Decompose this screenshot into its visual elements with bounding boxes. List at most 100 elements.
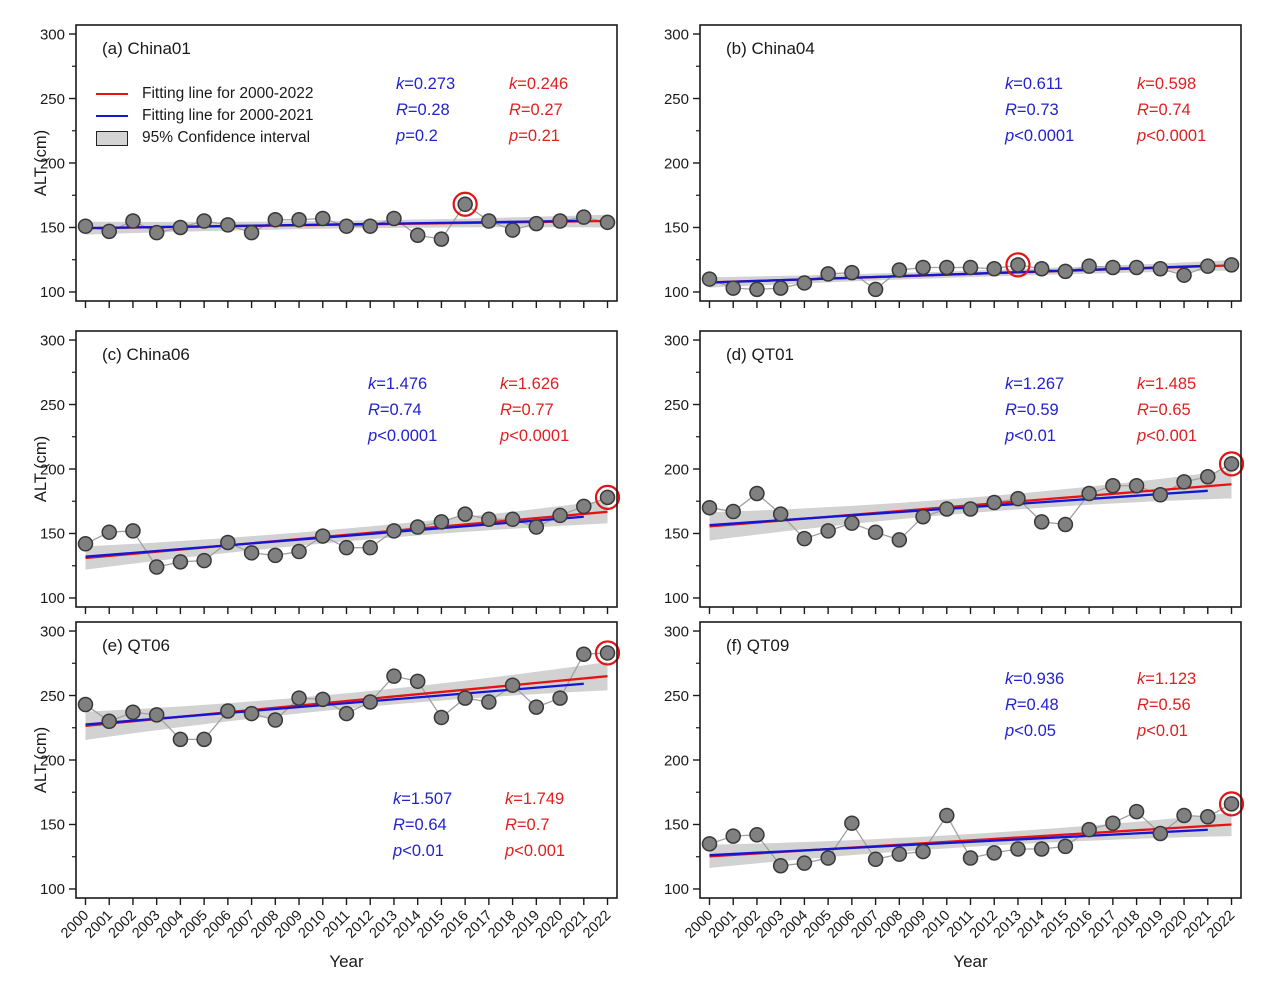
y-tick-label: 300 bbox=[40, 332, 65, 349]
data-point bbox=[386, 668, 402, 684]
data-point bbox=[1033, 514, 1050, 530]
data-point bbox=[1105, 815, 1121, 831]
stat-p: p=0.2 bbox=[396, 127, 438, 145]
stat-p: p<0.0001 bbox=[1005, 127, 1075, 145]
data-point bbox=[1200, 258, 1216, 274]
data-point bbox=[701, 499, 718, 516]
data-point bbox=[1081, 258, 1097, 274]
data-point bbox=[243, 545, 260, 561]
plot-area: 100 150 200 250 300 bbox=[40, 24, 618, 308]
data-point bbox=[291, 690, 307, 706]
data-point bbox=[962, 850, 979, 866]
data-point bbox=[362, 694, 378, 710]
y-axis-title: ALT (cm) bbox=[32, 129, 50, 197]
stat-p: p<0.01 bbox=[393, 842, 444, 860]
stat-k: k=0.611 bbox=[1005, 75, 1063, 93]
stat-k: k=0.936 bbox=[1005, 670, 1065, 688]
data-point bbox=[481, 511, 497, 528]
panel-title: (e) QT06 bbox=[102, 636, 171, 655]
plot-area: 100 150 200 250 300 bbox=[40, 330, 621, 614]
data-point bbox=[409, 519, 426, 535]
y-tick-label: 100 bbox=[40, 590, 65, 607]
data-point bbox=[552, 690, 568, 706]
data-point bbox=[433, 709, 450, 726]
x-axis-title: Year bbox=[953, 952, 988, 971]
data-point bbox=[362, 539, 378, 556]
stat-R: R=0.7 bbox=[505, 816, 550, 834]
stat-R: R=0.74 bbox=[1137, 101, 1191, 119]
data-point bbox=[962, 259, 979, 276]
data-point bbox=[1223, 796, 1240, 812]
stat-p: p<0.001 bbox=[505, 842, 566, 860]
stat-p: p<0.05 bbox=[1005, 722, 1056, 740]
panel-c: 100 150 200 250 300 (c) China06 k=1.476 R=0.… bbox=[40, 330, 621, 614]
data-point bbox=[338, 218, 355, 234]
data-point bbox=[796, 530, 813, 547]
y-tick-label: 200 bbox=[40, 155, 65, 172]
stat-R: R=0.56 bbox=[1137, 696, 1191, 714]
fit-line-2000-2021 bbox=[85, 682, 584, 726]
plot-area: 1001502002503002000200120022003200420052… bbox=[40, 621, 621, 942]
fit-line-2000-2021 bbox=[85, 219, 584, 230]
panel-e: 100 150 200 250 300 2000 2001 2002 2003 2004 2005 2… bbox=[40, 621, 621, 971]
stat-p: p<0.01 bbox=[1005, 427, 1056, 445]
data-point bbox=[1200, 808, 1216, 825]
data-point bbox=[701, 836, 718, 852]
data-point bbox=[148, 224, 165, 241]
stats-2000-2022: k=1.485 R=0.65 p<0.001 bbox=[1137, 375, 1197, 453]
data-point bbox=[481, 694, 497, 710]
fit-line-2000-2021 bbox=[85, 515, 584, 558]
data-point bbox=[315, 528, 331, 544]
data-point bbox=[481, 213, 497, 229]
panel-title: (f) QT09 bbox=[726, 636, 790, 655]
data-point bbox=[101, 713, 117, 730]
data-point bbox=[77, 218, 94, 234]
data-point bbox=[457, 196, 473, 213]
y-tick-label: 300 bbox=[664, 623, 689, 640]
legend-item-fit-2021: Fitting line for 2000-2021 bbox=[96, 105, 313, 127]
stats-2000-2022: k=0.598 R=0.74 p<0.0001 bbox=[1137, 75, 1206, 153]
data-point bbox=[986, 261, 1002, 277]
stat-k: k=1.267 bbox=[1005, 375, 1065, 393]
panel-title: (d) QT01 bbox=[726, 345, 795, 364]
stat-p: p<0.0001 bbox=[1137, 127, 1207, 145]
data-point bbox=[796, 855, 813, 871]
stats-2000-2022: k=1.123 R=0.56 p<0.01 bbox=[1137, 670, 1196, 748]
data-point bbox=[1223, 456, 1240, 472]
highlight-circle bbox=[1005, 252, 1031, 278]
data-point bbox=[101, 524, 117, 540]
data-point bbox=[220, 534, 236, 551]
data-point bbox=[1033, 841, 1050, 857]
data-point bbox=[772, 506, 789, 522]
panel-d: 100 150 200 250 300 (d) QT01 k=1.267 R=0.59 … bbox=[664, 330, 1245, 614]
data-point bbox=[915, 259, 931, 276]
data-point bbox=[77, 696, 94, 713]
data-point bbox=[725, 503, 741, 520]
stats-2000-2021: k=0.611 R=0.73 p<0.0001 bbox=[1005, 75, 1074, 153]
stat-R: R=0.73 bbox=[1005, 101, 1059, 119]
stat-p: p<0.0001 bbox=[368, 427, 438, 445]
data-point bbox=[939, 807, 955, 824]
fit-line-2000-2021 bbox=[709, 264, 1208, 284]
data-point bbox=[504, 511, 521, 528]
data-point bbox=[172, 554, 189, 570]
data-point bbox=[1128, 803, 1145, 820]
stat-p: p<0.001 bbox=[1137, 427, 1198, 445]
data-point bbox=[386, 523, 402, 539]
data-point bbox=[891, 532, 908, 548]
panel-frame bbox=[699, 330, 1242, 608]
data-point bbox=[220, 217, 236, 233]
data-point bbox=[1223, 257, 1240, 273]
data-point bbox=[576, 498, 592, 515]
y-tick-label: 100 bbox=[40, 284, 65, 301]
stat-p: p<0.0001 bbox=[500, 427, 570, 445]
data-point bbox=[891, 846, 908, 862]
stat-k: k=1.476 bbox=[368, 375, 428, 393]
stat-k: k=0.246 bbox=[509, 75, 569, 93]
y-tick-label: 200 bbox=[664, 155, 689, 172]
data-point bbox=[77, 536, 94, 552]
data-point bbox=[125, 523, 141, 539]
stat-k: k=0.598 bbox=[1137, 75, 1197, 93]
stat-k: k=1.485 bbox=[1137, 375, 1197, 393]
